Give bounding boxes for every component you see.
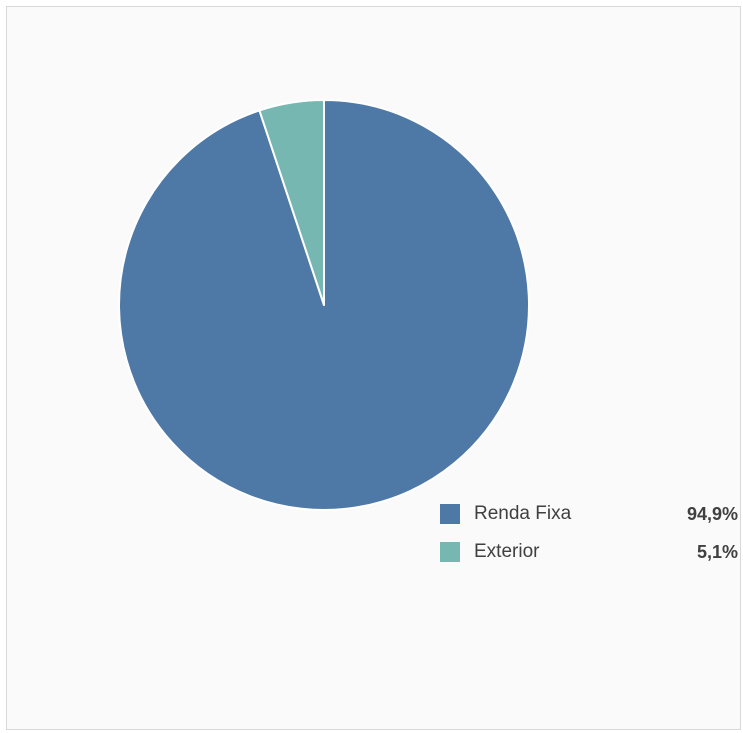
legend: Renda Fixa 94,9% Exterior 5,1% — [440, 495, 740, 571]
legend-label-exterior: Exterior — [474, 541, 540, 562]
legend-swatch-exterior — [440, 542, 460, 562]
legend-value-renda-fixa: 94,9% — [686, 503, 738, 524]
pie-slice-exterior — [258, 99, 325, 306]
legend-swatch-renda-fixa — [440, 504, 460, 524]
legend-item-exterior: Exterior 5,1% — [440, 533, 740, 571]
legend-value-exterior: 5,1% — [696, 541, 738, 562]
legend-item-renda-fixa: Renda Fixa 94,9% — [440, 495, 740, 533]
legend-label-renda-fixa: Renda Fixa — [474, 503, 572, 524]
